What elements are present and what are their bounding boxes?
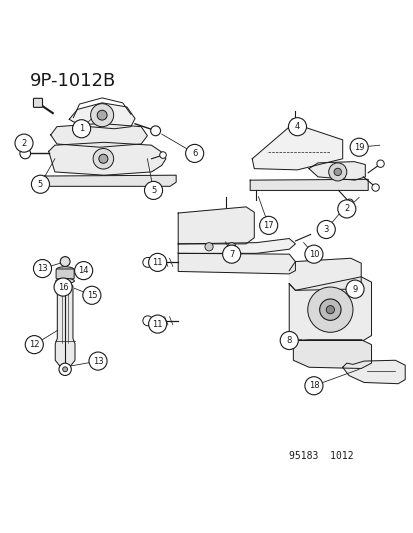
Circle shape [304,377,322,395]
Circle shape [150,126,160,136]
Text: 9: 9 [351,285,357,294]
Text: 15: 15 [86,291,97,300]
Text: 2: 2 [343,205,349,213]
Ellipse shape [56,278,74,284]
Circle shape [15,134,33,152]
Circle shape [337,200,355,218]
Polygon shape [252,124,342,170]
Polygon shape [178,207,254,244]
Circle shape [319,299,340,320]
Text: 8: 8 [286,336,291,345]
Circle shape [72,120,90,138]
Text: 3: 3 [323,225,328,234]
Polygon shape [289,277,370,341]
Polygon shape [178,239,295,253]
Circle shape [97,110,107,120]
Text: 5: 5 [38,180,43,189]
Text: 17: 17 [263,221,273,230]
FancyBboxPatch shape [33,98,43,107]
Text: 7: 7 [228,249,234,259]
Text: 9P-1012B: 9P-1012B [30,72,116,91]
Circle shape [316,221,335,239]
Circle shape [325,305,334,314]
Circle shape [185,144,203,163]
Circle shape [54,278,72,296]
Circle shape [142,316,152,326]
Text: 4: 4 [294,122,299,131]
Circle shape [376,160,383,167]
Circle shape [142,257,152,268]
Circle shape [288,118,306,136]
Polygon shape [308,161,364,180]
Polygon shape [178,253,295,274]
FancyBboxPatch shape [56,269,74,279]
Circle shape [307,287,352,332]
Text: 11: 11 [152,320,162,328]
Polygon shape [249,179,367,190]
Circle shape [89,352,107,370]
Text: 1: 1 [79,124,84,133]
Polygon shape [55,289,75,366]
Circle shape [204,243,213,251]
Polygon shape [289,259,360,290]
Circle shape [31,175,50,193]
Polygon shape [45,175,176,187]
Circle shape [345,199,353,206]
Circle shape [148,315,166,333]
Circle shape [90,103,114,127]
Circle shape [20,148,31,159]
Circle shape [93,149,114,169]
Text: 18: 18 [308,381,318,390]
Circle shape [227,243,235,251]
Circle shape [144,181,162,199]
Circle shape [99,154,108,163]
Circle shape [33,260,52,278]
Ellipse shape [56,266,74,272]
Circle shape [74,262,93,280]
Circle shape [222,245,240,263]
Text: 10: 10 [308,249,318,259]
Circle shape [280,332,298,350]
Circle shape [304,245,322,263]
Circle shape [62,367,67,372]
Text: 5: 5 [151,186,156,195]
Ellipse shape [57,284,73,289]
Circle shape [333,168,341,175]
Circle shape [83,286,101,304]
Circle shape [349,138,367,156]
Circle shape [148,253,166,271]
Text: 12: 12 [29,340,39,349]
Circle shape [60,256,70,266]
Polygon shape [342,360,404,384]
Text: 6: 6 [192,149,197,158]
Text: 13: 13 [93,357,103,366]
Text: 19: 19 [353,143,363,152]
Polygon shape [51,124,147,147]
Text: 2: 2 [21,139,26,148]
Circle shape [259,216,277,235]
Circle shape [345,280,363,298]
Circle shape [59,363,71,375]
Text: 95183  1012: 95183 1012 [289,450,353,461]
Circle shape [159,152,166,158]
Circle shape [328,163,346,181]
Text: 16: 16 [58,282,68,292]
Circle shape [25,336,43,354]
Polygon shape [293,340,370,368]
Text: 14: 14 [78,266,89,275]
Polygon shape [49,142,166,175]
Text: 11: 11 [152,258,162,267]
Polygon shape [69,103,135,129]
Text: 13: 13 [37,264,48,273]
Circle shape [371,184,378,191]
